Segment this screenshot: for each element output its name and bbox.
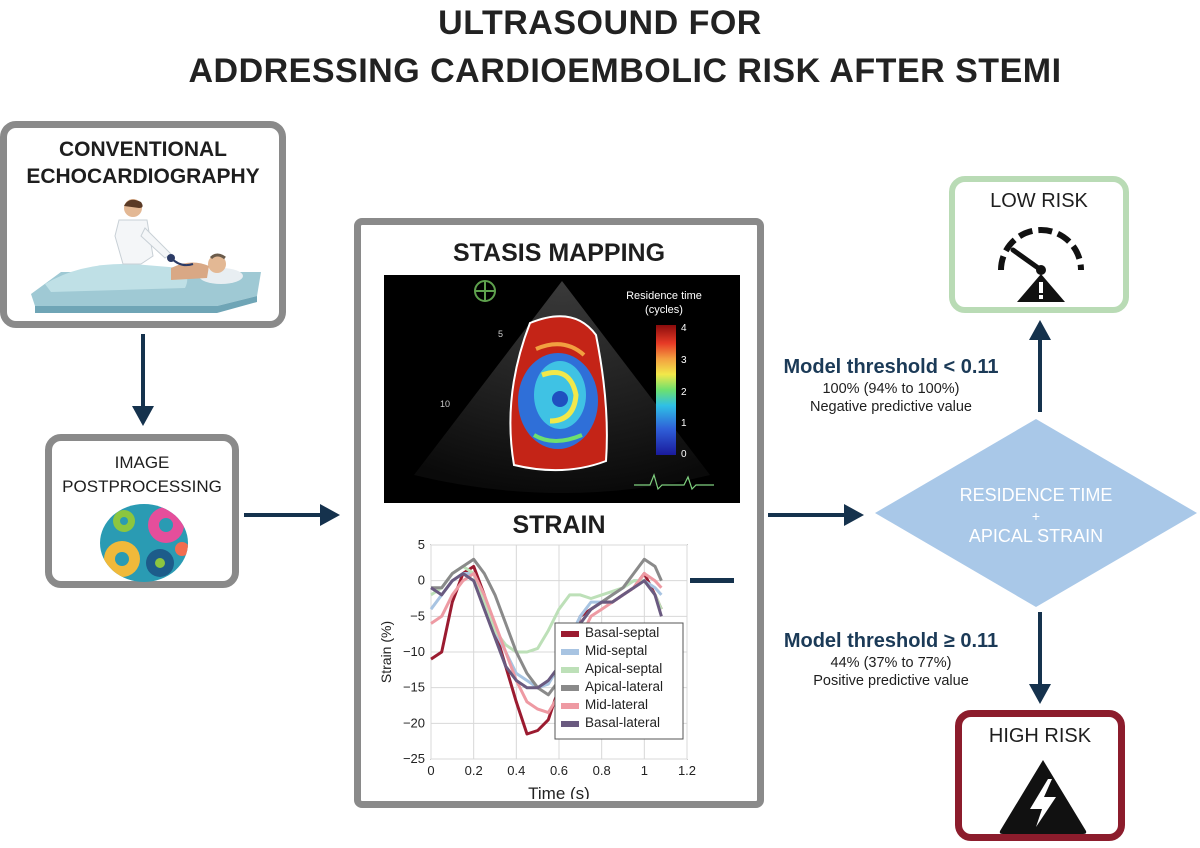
y-tick-label: −20	[403, 715, 425, 730]
postprocessing-title-line-1: IMAGE	[114, 453, 170, 472]
colorbar-tick-0: 0	[681, 449, 687, 460]
x-tick-label: 0.8	[593, 763, 611, 778]
high-risk-box: HIGH RISK	[955, 710, 1125, 841]
decision-text: RESIDENCE TIME + APICAL STRAIN	[873, 483, 1199, 549]
low-threshold-value: 100% (94% to 100%)	[822, 381, 960, 397]
legend-entry: Basal-septal	[585, 625, 659, 640]
echo-box: CONVENTIONAL ECHOCARDIOGRAPHY	[0, 121, 286, 328]
colorbar-tick-2: 2	[681, 387, 687, 398]
decision-diamond	[875, 419, 1197, 607]
echo-title: CONVENTIONAL ECHOCARDIOGRAPHY	[7, 136, 279, 190]
y-tick-label: 5	[418, 537, 425, 552]
high-threshold-block: Model threshold ≥ 0.11 44% (37% to 77%) …	[760, 630, 1022, 689]
strain-title: STRAIN	[512, 511, 606, 539]
series-line-basal-lateral	[430, 572, 663, 690]
low-risk-label: LOW RISK	[990, 190, 1088, 212]
postprocessing-title-line-2: POSTPROCESSING	[62, 477, 222, 496]
decision-line-3: APICAL STRAIN	[968, 526, 1104, 546]
depth-mark-5: 5	[498, 329, 503, 339]
high-threshold-metric: Positive predictive value	[813, 673, 969, 689]
arrow-echo-to-postprocessing	[132, 334, 154, 426]
x-tick-label: 0.4	[507, 763, 525, 778]
high-risk-label: HIGH RISK	[988, 725, 1092, 747]
legend-swatch	[561, 649, 579, 655]
legend-entry: Basal-lateral	[585, 715, 660, 730]
gears-icon	[100, 504, 188, 582]
x-tick-label: 1	[641, 763, 648, 778]
y-tick-label: −25	[403, 751, 425, 766]
analysis-box: STASIS MAPPING	[354, 218, 764, 808]
strain-chart: 0 0.2 0.4 0.6 0.8 1 1.2 5 0 −5 −10 −15 −20 −25 Time (s…	[378, 537, 696, 799]
legend-swatch	[561, 685, 579, 691]
legend-entry: Apical-lateral	[585, 679, 663, 694]
echo-title-line-2: ECHOCARDIOGRAPHY	[26, 165, 260, 188]
legend-entry: Mid-septal	[585, 643, 647, 658]
legend-entry: Apical-septal	[585, 661, 662, 676]
y-tick-label: −15	[403, 680, 425, 695]
high-threshold-value: 44% (37% to 77%)	[830, 655, 952, 671]
legend-entry: Mid-lateral	[585, 697, 648, 712]
title-line-2: ADDRESSING CARDIOEMBOLIC RISK AFTER STEM…	[188, 52, 1062, 90]
x-tick-label: 1.2	[678, 763, 696, 778]
x-tick-label: 0.2	[465, 763, 483, 778]
decision-line-2: +	[1031, 508, 1041, 524]
lightning-warning-icon	[999, 760, 1087, 834]
decision-line-1: RESIDENCE TIME	[959, 485, 1113, 505]
legend-box	[554, 622, 684, 740]
y-axis-label: Strain (%)	[378, 621, 394, 683]
low-risk-box: LOW RISK	[949, 176, 1129, 313]
postprocessing-title: IMAGE POSTPROCESSING	[52, 451, 232, 499]
low-threshold-title: Model threshold < 0.11	[783, 356, 999, 378]
legend-swatch	[561, 721, 579, 727]
stasis-map-image: 5 10 Residence time (cycles) 4 3 2 1 0	[384, 275, 740, 503]
x-tick-label: 0	[427, 763, 434, 778]
high-threshold-title: Model threshold ≥ 0.11	[783, 630, 999, 652]
title-line-1: ULTRASOUND FOR	[438, 4, 762, 42]
legend-swatch	[561, 703, 579, 709]
low-threshold-metric: Negative predictive value	[809, 399, 972, 415]
colorbar	[656, 325, 676, 455]
legend-swatch	[561, 667, 579, 673]
depth-mark-10: 10	[440, 399, 450, 409]
echo-title-line-1: CONVENTIONAL	[59, 138, 227, 161]
legend-swatch	[561, 631, 579, 637]
y-tick-label: 0	[418, 573, 425, 588]
risk-gauge-icon	[998, 227, 1084, 302]
arrow-to-low-risk	[1029, 320, 1051, 412]
postprocessing-box: IMAGE POSTPROCESSING	[45, 434, 239, 588]
arrow-analysis-to-decision	[768, 504, 864, 526]
colorbar-tick-3: 3	[681, 355, 687, 366]
y-tick-label: −10	[403, 644, 425, 659]
x-tick-label: 0.6	[550, 763, 568, 778]
arrow-postprocessing-to-analysis	[244, 504, 340, 526]
echo-exam-illustration	[31, 199, 261, 313]
series-line-apical-lateral	[431, 557, 663, 697]
stasis-mapping-title: STASIS MAPPING	[452, 239, 666, 267]
x-axis-label: Time (s)	[528, 784, 590, 799]
colorbar-tick-1: 1	[681, 418, 687, 429]
low-threshold-block: Model threshold < 0.11 100% (94% to 100%…	[760, 356, 1022, 415]
connector-stub	[690, 578, 734, 583]
colorbar-tick-4: 4	[681, 323, 687, 334]
arrow-to-high-risk	[1029, 612, 1051, 704]
y-tick-label: −5	[410, 608, 425, 623]
colorbar-label-1: Residence time	[626, 290, 702, 302]
colorbar-label-2: (cycles)	[645, 304, 683, 316]
